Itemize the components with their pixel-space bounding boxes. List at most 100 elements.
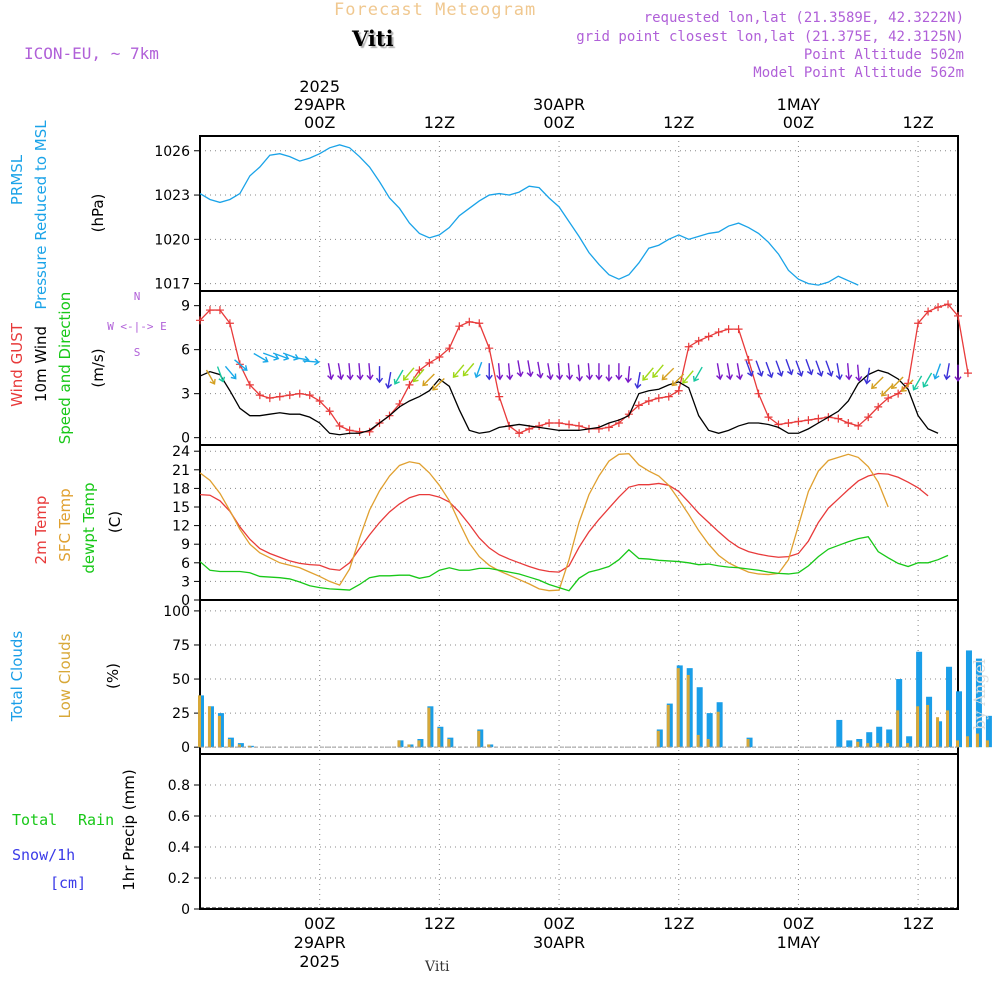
gust-marker	[535, 421, 544, 430]
wind-arrow-head	[806, 369, 814, 376]
gust-marker	[904, 379, 913, 388]
wind-direction-arrow	[565, 363, 574, 381]
top-axis-hour: 00Z	[304, 113, 335, 132]
low-clouds-bar	[936, 717, 940, 748]
wind-arrow-shaft	[672, 373, 685, 386]
gust-marker	[325, 407, 334, 416]
pressure-unit: (hPa)	[89, 194, 107, 233]
wind-direction-arrow	[555, 363, 564, 381]
ytick-label-precip: 0.6	[168, 809, 190, 825]
location-title: Viti	[352, 26, 394, 51]
low-clouds-bar	[686, 674, 690, 748]
gust-marker	[844, 419, 853, 427]
wind-arrow-shaft	[856, 364, 860, 380]
gust-marker	[684, 342, 693, 351]
panel-temperature: 0 3 6 9 12 15 18 21 24	[172, 444, 959, 609]
wind-arrow-head	[496, 374, 504, 381]
snow-label: Snow/1h	[12, 846, 75, 864]
credit-watermark: by Angel	[970, 659, 989, 730]
top-axis-hour: 12Z	[663, 113, 694, 132]
low-clouds-bar	[477, 730, 481, 748]
bottom-axis-hour: 12Z	[663, 914, 694, 933]
wind-direction-arrow	[346, 363, 354, 381]
wind-arrow-shaft	[557, 363, 561, 379]
wind-direction-arrow	[863, 367, 871, 385]
wind-arrow-shaft	[636, 371, 641, 388]
wind-direction-arrow	[506, 363, 514, 381]
top-axis-date: 29APR	[294, 95, 346, 114]
wind-direction-arrow	[485, 363, 493, 381]
wind-arrow-head	[366, 374, 374, 381]
wind-arrow-head	[912, 384, 919, 391]
requested-coords: requested lon,lat (21.3589E, 42.3222N)	[643, 10, 964, 26]
wind-direction-arrow	[337, 363, 345, 381]
wind-arrow-head	[652, 372, 659, 378]
wind-arrow-head	[726, 374, 734, 381]
gust-marker	[495, 392, 504, 401]
wind-direction-arrow	[462, 362, 475, 377]
low-clouds-bar	[427, 707, 431, 748]
low-clouds-bar	[407, 744, 411, 748]
wind-arrow-head	[452, 372, 459, 378]
low-clouds-bar	[237, 744, 241, 748]
panel-frame-pressure	[199, 135, 959, 292]
wind-arrow-head	[776, 370, 784, 377]
gust-marker	[674, 386, 683, 395]
ytick-label-temperature: 0	[181, 593, 190, 609]
wind-arrow-shaft	[892, 376, 904, 389]
precip-unit: 1hr Precip (mm)	[120, 769, 138, 890]
wind-direction-arrow	[496, 363, 504, 381]
wind-arrow-head	[835, 374, 843, 381]
ytick-label-precip: 0.8	[168, 778, 190, 794]
wind-arrow-shaft	[726, 363, 731, 379]
dewpt-label: dewpt Temp	[80, 482, 98, 573]
gust-marker	[555, 419, 564, 427]
clouds-unit: (%)	[104, 663, 122, 689]
bottom-axis-hour: 12Z	[424, 914, 455, 933]
ytick-label-wind: 9	[181, 299, 190, 315]
top-axis-hour: 00Z	[783, 113, 814, 132]
ytick-label-clouds: 100	[163, 604, 190, 620]
gust-marker	[225, 319, 234, 328]
gust-marker	[205, 306, 214, 315]
ytick-label-precip: 0	[181, 902, 190, 918]
wind-direction-arrow	[253, 352, 269, 363]
wind-arrow-head	[826, 370, 834, 377]
wind-arrow-shaft	[413, 368, 425, 382]
wind-arrow-shaft	[627, 366, 631, 382]
total-clouds-bar	[975, 658, 982, 748]
gust-marker	[934, 303, 943, 312]
temp-unit: (C)	[106, 511, 124, 533]
wind-direction-arrow	[815, 360, 824, 377]
wind-arrow-shaft	[755, 360, 762, 376]
bottom-axis-hour: 00Z	[304, 914, 335, 933]
gust-marker	[355, 427, 364, 436]
wind-dir-label: Speed and Direction	[56, 292, 74, 445]
wind-arrow-head	[816, 370, 824, 377]
wind-arrow-head	[634, 383, 642, 390]
total-clouds-bar	[956, 691, 962, 748]
wind-arrow-shaft	[683, 370, 694, 383]
gust-marker	[425, 358, 434, 367]
wind-arrow-shaft	[836, 363, 841, 379]
wind-arrow-shaft	[292, 356, 308, 361]
wind-arrow-head	[575, 376, 584, 382]
low-clouds-bar	[656, 730, 660, 748]
gust-marker	[864, 413, 873, 422]
compass-s: S	[134, 346, 141, 359]
wind-direction-arrow	[825, 360, 834, 377]
wind-arrow-head	[661, 374, 668, 381]
wind-arrow-shaft	[765, 361, 772, 377]
top-axis-date: 1MAY	[777, 95, 821, 114]
gust-marker	[714, 328, 723, 337]
wind-arrow-shaft	[327, 363, 332, 379]
wind-direction-arrow	[736, 363, 744, 381]
low-clouds-bar	[876, 743, 880, 748]
wind-direction-arrow	[262, 352, 280, 361]
ytick-label-clouds: 25	[172, 706, 190, 722]
wind-arrow-shaft	[517, 360, 522, 376]
wind-direction-arrow	[216, 366, 226, 383]
wind-arrow-shaft	[866, 367, 871, 383]
wind-arrow-head	[432, 384, 439, 391]
wind-arrow-shaft	[882, 383, 894, 396]
